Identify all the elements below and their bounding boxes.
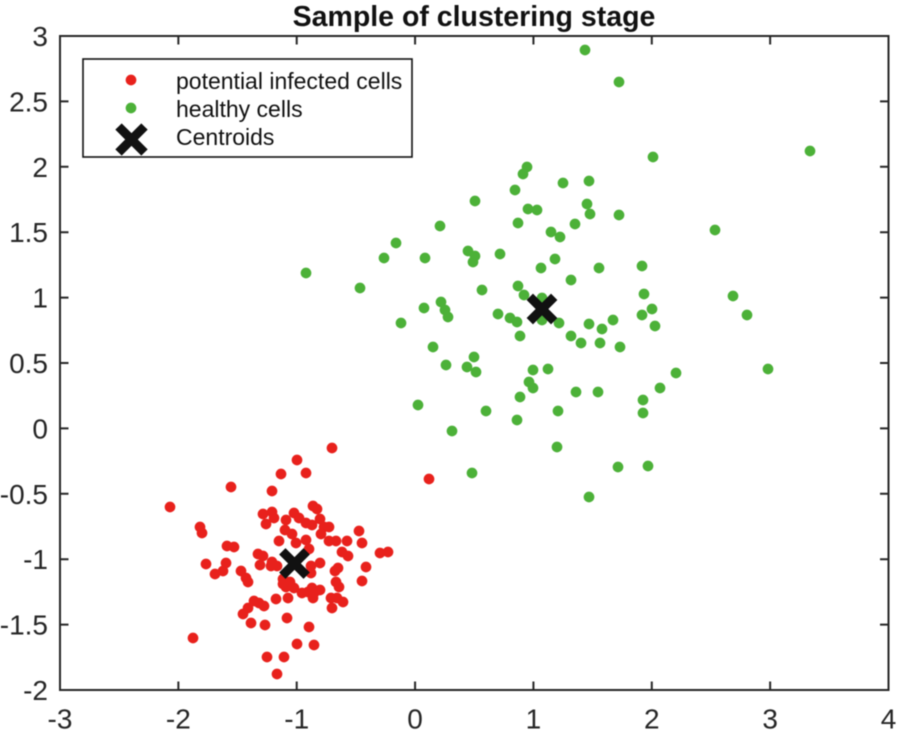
svg-text:-1: -1 [284,704,309,734]
svg-text:Centroids: Centroids [176,124,274,150]
svg-text:-1.5: -1.5 [0,610,48,641]
svg-text:2.5: 2.5 [9,86,48,117]
svg-text:3: 3 [32,21,48,52]
svg-text:2: 2 [644,704,660,734]
svg-text:-1: -1 [23,544,48,575]
svg-text:4: 4 [881,704,897,734]
svg-text:-3: -3 [48,704,73,734]
svg-text:3: 3 [762,704,778,734]
svg-text:0: 0 [32,413,48,444]
svg-text:0: 0 [407,704,423,734]
svg-text:Sample of clustering stage: Sample of clustering stage [293,1,656,33]
svg-text:healthy cells: healthy cells [176,96,303,122]
svg-text:-2: -2 [23,675,48,706]
svg-text:-0.5: -0.5 [0,479,48,510]
svg-text:1.5: 1.5 [9,217,48,248]
svg-text:0.5: 0.5 [9,348,48,379]
svg-text:1: 1 [32,283,48,314]
svg-text:potential infected cells: potential infected cells [176,68,402,94]
svg-text:1: 1 [526,704,542,734]
svg-text:-2: -2 [166,704,191,734]
svg-text:2: 2 [32,152,48,183]
